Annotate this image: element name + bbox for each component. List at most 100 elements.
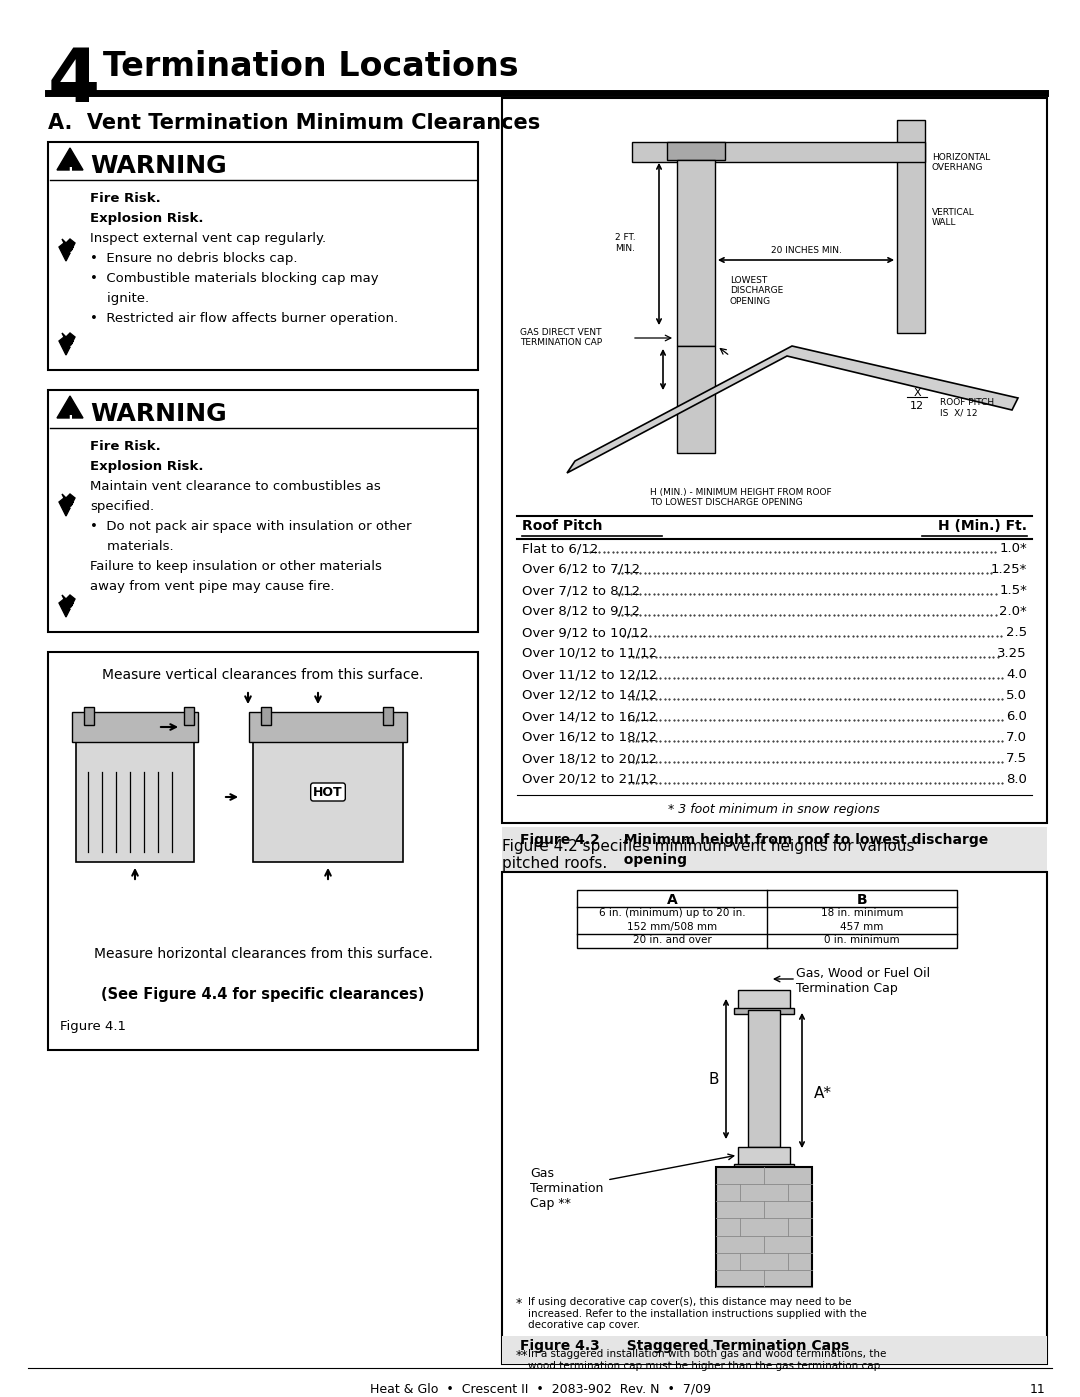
Bar (577, 890, 957, 949)
Text: Over 7/12 to 8/12: Over 7/12 to 8/12 (522, 584, 640, 597)
Text: WARNING: WARNING (90, 154, 227, 177)
Text: LOWEST
DISCHARGE
OPENING: LOWEST DISCHARGE OPENING (730, 277, 783, 306)
Bar (261, 707, 271, 725)
Text: *: * (516, 1296, 523, 1310)
Text: opening: opening (615, 854, 687, 868)
Text: Over 18/12 to 20/12: Over 18/12 to 20/12 (522, 752, 657, 766)
Text: !: ! (67, 166, 72, 179)
Bar (249, 712, 407, 742)
Bar (502, 827, 1047, 870)
Text: Over 20/12 to 21/12: Over 20/12 to 21/12 (522, 773, 657, 787)
Text: Over 12/12 to 14/12: Over 12/12 to 14/12 (522, 689, 657, 703)
Text: 7.5: 7.5 (1005, 752, 1027, 766)
Text: Minimum height from roof to lowest discharge: Minimum height from roof to lowest disch… (615, 833, 988, 847)
Text: 12: 12 (910, 401, 924, 411)
Bar (72, 712, 198, 742)
Bar (253, 717, 403, 862)
Text: HOT: HOT (313, 785, 342, 799)
Bar (84, 707, 94, 725)
Text: 4: 4 (48, 45, 100, 117)
Text: A: A (666, 893, 677, 907)
Bar (502, 98, 1047, 823)
Text: 8.0: 8.0 (1007, 773, 1027, 787)
Text: Termination Locations: Termination Locations (103, 50, 518, 82)
Text: Over 10/12 to 11/12: Over 10/12 to 11/12 (522, 647, 657, 659)
Text: 5.0: 5.0 (1005, 689, 1027, 703)
Text: Staggered Termination Caps: Staggered Termination Caps (617, 1338, 849, 1354)
Text: VERTICAL
WALL: VERTICAL WALL (932, 208, 975, 228)
Text: 2 FT.
MIN.: 2 FT. MIN. (615, 233, 635, 253)
Text: Explosion Risk.: Explosion Risk. (90, 460, 203, 474)
Text: If using decorative cap cover(s), this distance may need to be
increased. Refer : If using decorative cap cover(s), this d… (528, 1296, 867, 1330)
Polygon shape (59, 495, 75, 515)
Bar (48, 390, 478, 631)
Text: Fire Risk.: Fire Risk. (90, 191, 161, 205)
Text: GAS DIRECT VENT
TERMINATION CAP: GAS DIRECT VENT TERMINATION CAP (519, 328, 603, 348)
Text: Over 9/12 to 10/12: Over 9/12 to 10/12 (522, 626, 648, 638)
Text: •  Combustible materials blocking cap may: • Combustible materials blocking cap may (90, 272, 379, 285)
Text: !: ! (67, 414, 72, 427)
Text: 3.25: 3.25 (997, 647, 1027, 659)
Text: A*: A* (814, 1087, 832, 1101)
Bar (677, 161, 715, 346)
Text: 18 in. minimum: 18 in. minimum (821, 908, 903, 918)
Text: Over 11/12 to 12/12: Over 11/12 to 12/12 (522, 668, 658, 680)
Bar (48, 652, 478, 1051)
Polygon shape (59, 595, 75, 617)
Text: 152 mm/508 mm: 152 mm/508 mm (626, 922, 717, 932)
Text: Flat to 6/12: Flat to 6/12 (522, 542, 598, 555)
Text: 0 in. minimum: 0 in. minimum (824, 935, 900, 944)
Text: 2.0*: 2.0* (999, 605, 1027, 617)
Text: Figure 4.3: Figure 4.3 (519, 1338, 599, 1354)
Text: Over 8/12 to 9/12: Over 8/12 to 9/12 (522, 605, 640, 617)
Text: 7.0: 7.0 (1005, 731, 1027, 745)
Text: 11: 11 (1029, 1383, 1045, 1396)
Text: Roof Pitch: Roof Pitch (522, 520, 603, 534)
Text: Over 16/12 to 18/12: Over 16/12 to 18/12 (522, 731, 657, 745)
Text: 2.5: 2.5 (1005, 626, 1027, 638)
Text: •  Restricted air flow affects burner operation.: • Restricted air flow affects burner ope… (90, 312, 399, 326)
Text: Gas, Wood or Fuel Oil
Termination Cap: Gas, Wood or Fuel Oil Termination Cap (796, 967, 930, 995)
Text: Gas
Termination
Cap **: Gas Termination Cap ** (530, 1166, 604, 1210)
Text: Figure 4.2: Figure 4.2 (519, 833, 599, 847)
Bar (734, 1009, 794, 1014)
Bar (632, 142, 924, 162)
Text: H (Min.) Ft.: H (Min.) Ft. (939, 520, 1027, 534)
Bar (677, 346, 715, 453)
Text: Fire Risk.: Fire Risk. (90, 440, 161, 453)
Text: 20 in. and over: 20 in. and over (633, 935, 712, 944)
Text: •  Ensure no debris blocks cap.: • Ensure no debris blocks cap. (90, 251, 297, 265)
Text: Heat & Glo  •  Crescent II  •  2083-902  Rev. N  •  7/09: Heat & Glo • Crescent II • 2083-902 Rev.… (369, 1383, 711, 1396)
Text: 1.0*: 1.0* (999, 542, 1027, 555)
Bar (48, 142, 478, 370)
Text: Figure 4.1: Figure 4.1 (60, 1020, 126, 1032)
Text: **: ** (516, 1350, 528, 1362)
Text: Inspect external vent cap regularly.: Inspect external vent cap regularly. (90, 232, 326, 244)
Bar (502, 1336, 1047, 1363)
Text: ignite.: ignite. (90, 292, 149, 305)
Text: HORIZONTAL
OVERHANG: HORIZONTAL OVERHANG (932, 154, 990, 172)
Bar (748, 1010, 780, 1147)
Text: specified.: specified. (90, 500, 154, 513)
Bar (184, 707, 194, 725)
Text: •  Do not pack air space with insulation or other: • Do not pack air space with insulation … (90, 520, 411, 534)
Bar (76, 717, 194, 862)
Text: Failure to keep insulation or other materials: Failure to keep insulation or other mate… (90, 560, 382, 573)
Text: 457 mm: 457 mm (840, 922, 883, 932)
Text: Measure vertical clearances from this surface.: Measure vertical clearances from this su… (103, 668, 423, 682)
Text: In a staggered installation with both gas and wood terminations, the
wood termin: In a staggered installation with both ga… (528, 1350, 887, 1370)
Text: B: B (708, 1073, 719, 1087)
Text: 20 INCHES MIN.: 20 INCHES MIN. (770, 246, 841, 256)
Polygon shape (57, 148, 83, 170)
Text: A.  Vent Termination Minimum Clearances: A. Vent Termination Minimum Clearances (48, 113, 540, 133)
Text: Over 14/12 to 16/12: Over 14/12 to 16/12 (522, 710, 657, 724)
Polygon shape (57, 395, 83, 418)
Polygon shape (59, 332, 75, 355)
Text: 6.0: 6.0 (1007, 710, 1027, 724)
Bar (667, 142, 725, 161)
Bar (897, 120, 924, 332)
Text: Explosion Risk.: Explosion Risk. (90, 212, 203, 225)
Text: X: X (914, 388, 921, 398)
Text: WARNING: WARNING (90, 402, 227, 426)
Text: Maintain vent clearance to combustibles as: Maintain vent clearance to combustibles … (90, 481, 381, 493)
